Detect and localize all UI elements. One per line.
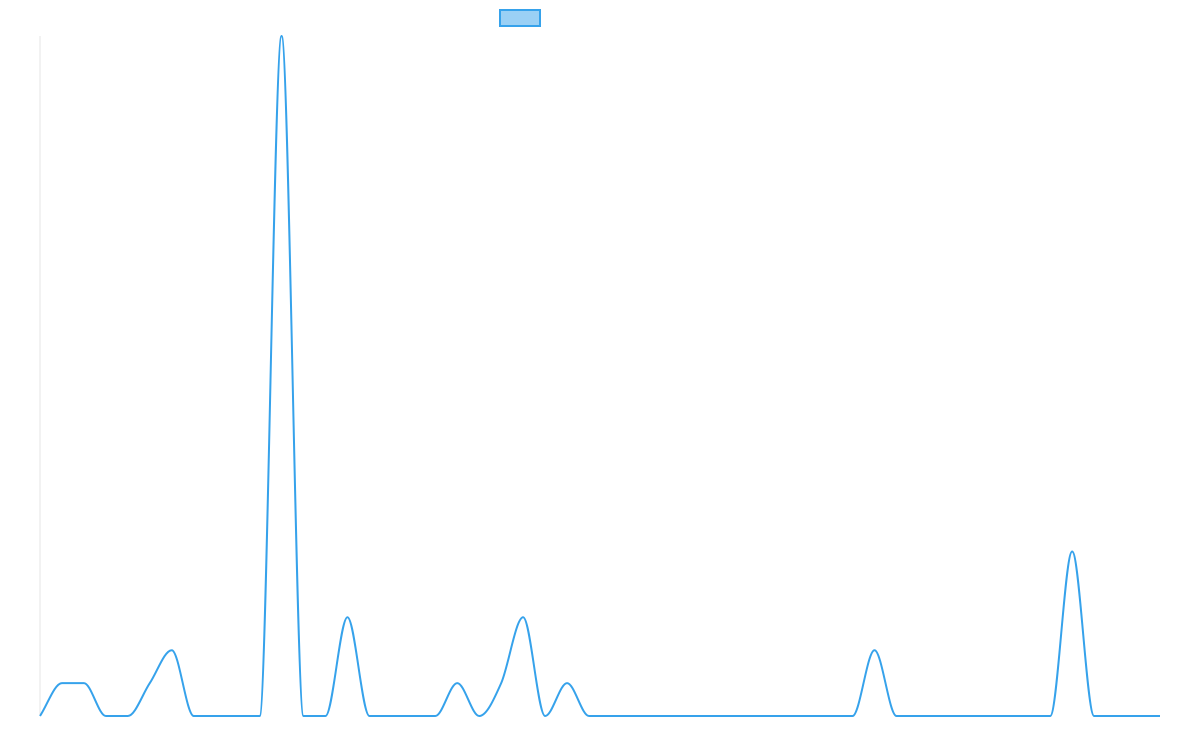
legend[interactable] (499, 9, 541, 27)
legend-swatch[interactable] (499, 9, 541, 27)
series-line (39, 35, 1160, 717)
